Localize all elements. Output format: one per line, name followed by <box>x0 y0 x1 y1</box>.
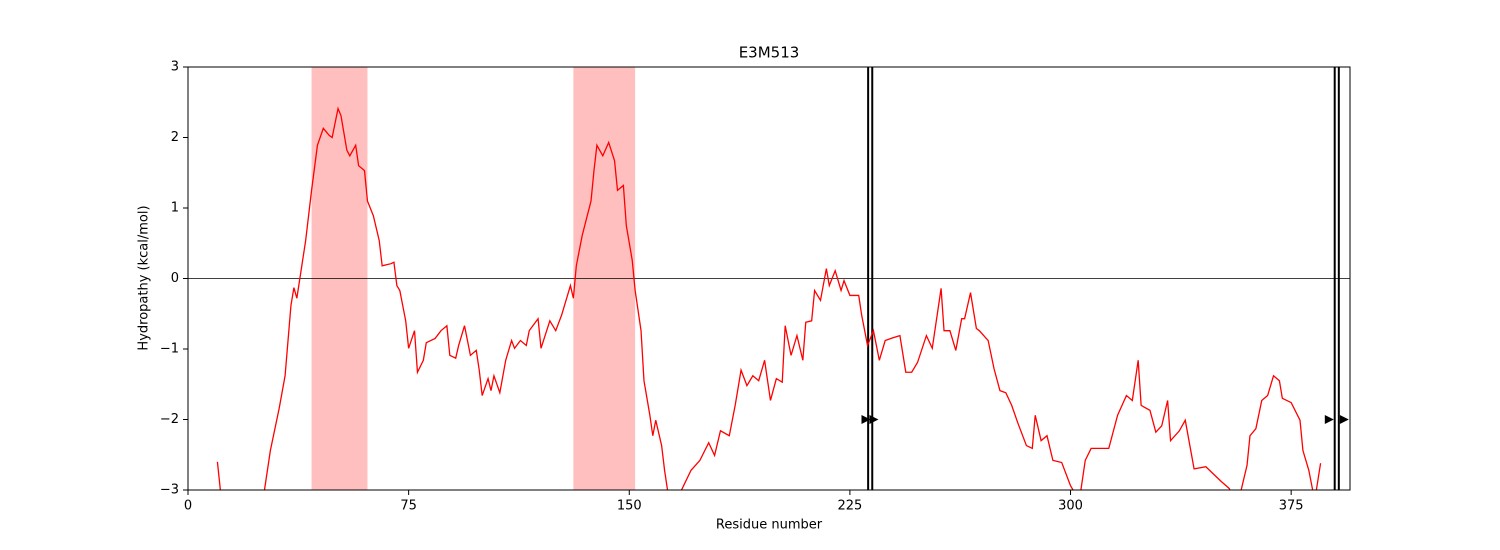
y-tick-label: 3 <box>171 60 179 75</box>
triangle-marker <box>1339 415 1349 424</box>
triangle-marker <box>869 415 879 424</box>
y-tick-label: −1 <box>160 342 179 357</box>
y-tick-label: −3 <box>160 483 179 498</box>
triangle-marker <box>861 415 871 424</box>
y-tick-label: −2 <box>160 412 179 427</box>
x-axis-label: Residue number <box>716 518 823 533</box>
y-axis-label: Hydropathy (kcal/mol) <box>137 205 152 350</box>
y-tick-label: 0 <box>171 271 179 286</box>
x-tick-label: 150 <box>617 499 642 514</box>
plot-frame <box>187 66 1351 491</box>
x-tick-label: 225 <box>837 499 862 514</box>
x-tick-label: 300 <box>1058 499 1083 514</box>
x-tick-label: 0 <box>184 499 192 514</box>
x-tick-label: 75 <box>400 499 417 514</box>
plot-area <box>188 67 1350 490</box>
data-line <box>216 106 1322 490</box>
x-tick-label: 375 <box>1279 499 1304 514</box>
y-tick-label: 1 <box>171 201 179 216</box>
y-tick-label: 2 <box>171 130 179 145</box>
triangle-marker <box>1324 415 1334 424</box>
chart-title: E3M513 <box>739 44 800 62</box>
